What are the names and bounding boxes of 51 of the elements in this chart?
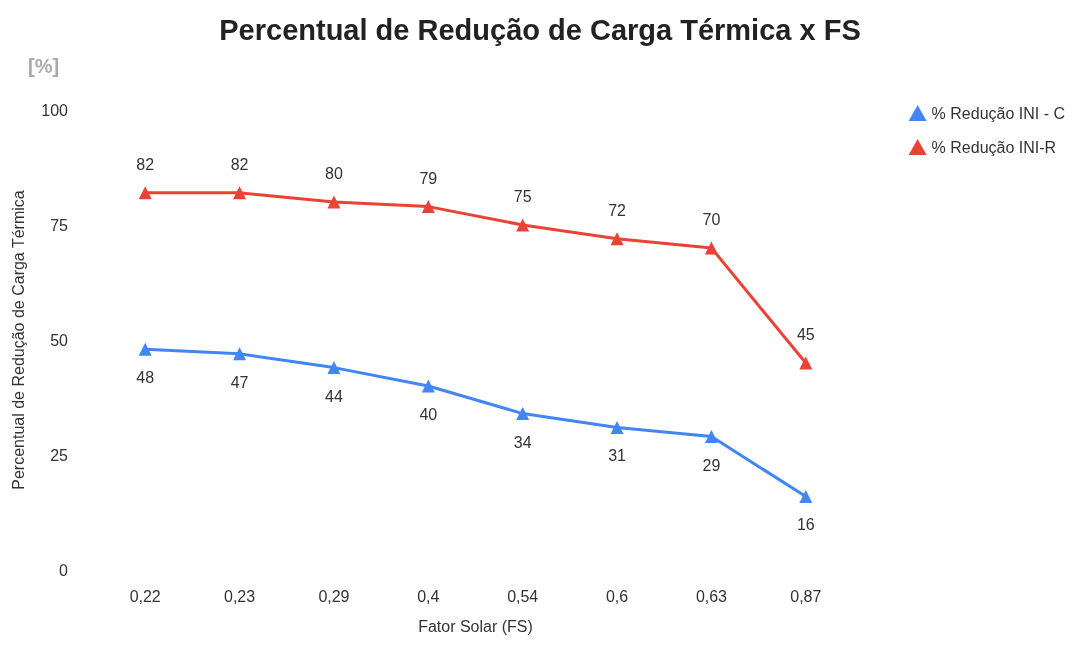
point [421,200,435,214]
data-label: 34 [513,433,532,451]
point [233,347,247,361]
data-label: 45 [796,326,815,343]
point [610,232,624,246]
y-tick-label: 0 [59,561,69,579]
data-label: 48 [136,369,155,387]
x-tick-label: 0,4 [417,587,440,605]
y-tick-label: 75 [50,216,69,234]
point [233,186,247,200]
point [327,195,341,209]
point [799,356,813,370]
data-label: 80 [325,165,343,182]
point [704,241,718,255]
y-tick-label: 100 [41,101,69,119]
data-label: 31 [608,447,627,465]
point [421,379,435,393]
y-axis-title: Percentual de Redução de Carga Térmica [9,190,27,490]
x-tick-label: 0,54 [507,587,539,605]
text: [%] [28,55,60,77]
x-axis-title: Fator Solar (FS) [418,617,533,635]
data-label: 79 [419,169,438,187]
data-label: 82 [136,155,155,173]
point [516,407,530,421]
data-label: 44 [325,387,343,405]
data-label: 70 [702,211,721,228]
chart-title: Percentual de Redução de Carga Térmica x FS [219,13,861,46]
legend-label: % Redução INI-R [931,138,1057,156]
x-tick-label: 0,23 [223,587,256,605]
x-tick-label: 0,87 [790,587,822,605]
point [138,186,152,200]
x-tick-label: 0,29 [318,587,350,605]
x-tick-label: 0,63 [695,587,728,605]
data-label: 72 [608,201,627,219]
data-label: 29 [702,456,721,474]
legend-label: % Redução INI - C [931,104,1066,122]
y-tick-label: 25 [50,446,69,464]
point [138,342,152,356]
x-tick-label: 0,6 [605,587,629,605]
point [704,430,718,444]
y-tick-label: 50 [50,331,69,349]
point [516,218,530,232]
data-label: 16 [796,516,815,534]
point [799,489,813,503]
data-label: 75 [513,188,532,205]
point [327,361,341,375]
x-tick-label: 0,22 [129,587,161,605]
data-label: 47 [230,373,249,391]
data-label: 82 [230,155,249,173]
data-label: 40 [419,406,438,423]
point [610,420,624,434]
